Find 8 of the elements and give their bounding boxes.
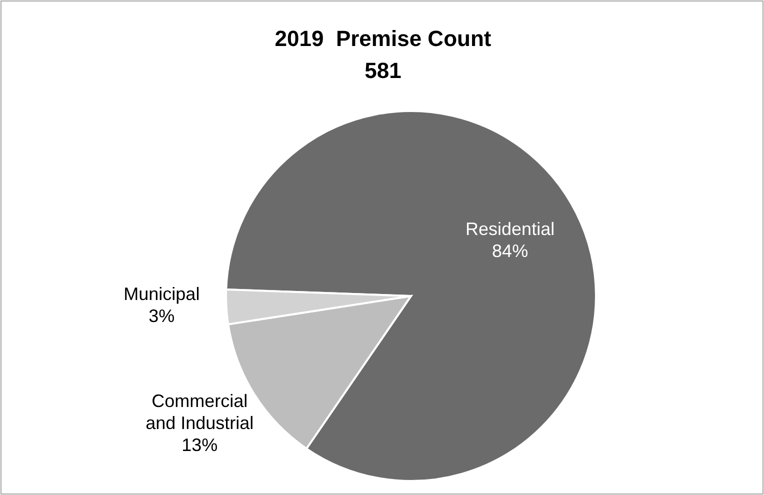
data-label: 13% (182, 435, 218, 456)
slice-label: Commercial and Industrial (146, 391, 254, 434)
data-label: 84% (492, 240, 528, 261)
chart-title: 2019 Premise Count (274, 26, 492, 51)
data-label: 3% (148, 306, 175, 326)
slice-label: Municipal (124, 284, 200, 304)
slice-label: Residential (466, 218, 555, 239)
chart-subtitle: 581 (364, 58, 402, 83)
